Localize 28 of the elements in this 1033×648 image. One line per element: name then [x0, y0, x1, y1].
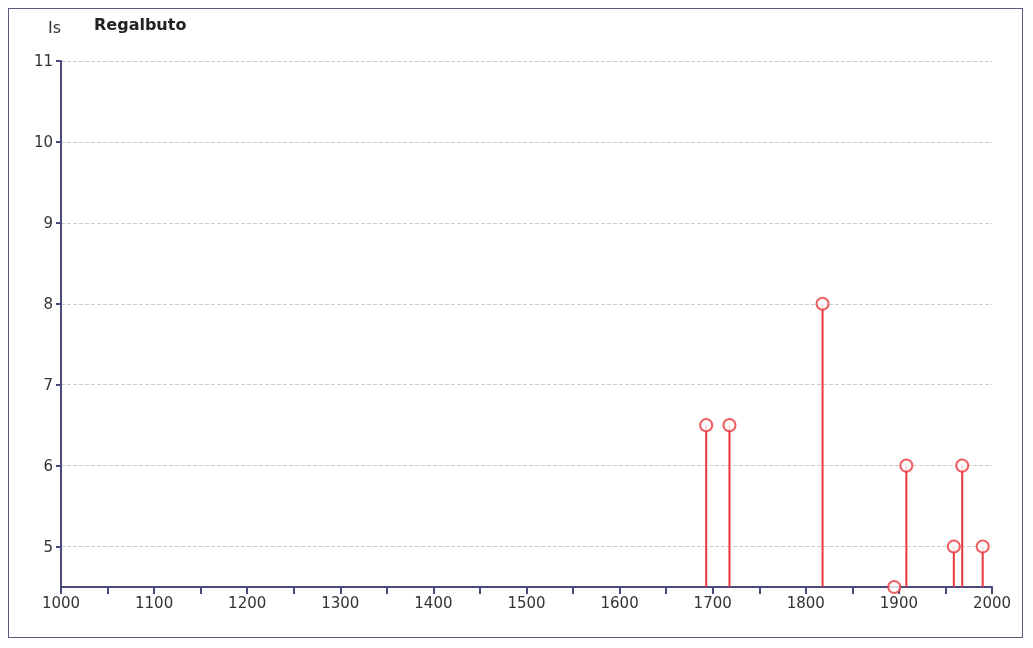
y-axis-title: Is — [47, 17, 61, 37]
y-tick-label: 9 — [43, 213, 53, 232]
y-tick-label: 8 — [43, 294, 53, 313]
point — [946, 539, 961, 554]
x-tick-label: 1300 — [321, 593, 360, 612]
chart-title: Regalbuto — [94, 14, 187, 34]
y-tick-label: 7 — [43, 375, 53, 394]
point — [955, 458, 970, 473]
x-tick-label: 1800 — [786, 593, 825, 612]
x-tick-label: 1200 — [228, 593, 267, 612]
x-tick-label: 1900 — [879, 593, 918, 612]
y-tick-label: 10 — [33, 132, 53, 151]
x-tick-label: 1100 — [135, 593, 174, 612]
x-tick-label: 2000 — [972, 593, 1012, 612]
point — [815, 296, 830, 311]
x-tick-label: 1000 — [41, 593, 81, 612]
x-tick-label: 1500 — [507, 593, 546, 612]
y-tick-label: 11 — [33, 52, 53, 70]
y-tick-label: 6 — [43, 456, 53, 475]
point — [699, 418, 714, 433]
point — [722, 418, 737, 433]
x-tick-label: 1400 — [414, 593, 453, 612]
point — [975, 539, 990, 554]
x-tick-label: 1700 — [693, 593, 732, 612]
x-tick-label: 1600 — [600, 593, 639, 612]
y-tick-label: 5 — [43, 537, 53, 556]
point — [887, 580, 902, 594]
point — [899, 458, 914, 473]
